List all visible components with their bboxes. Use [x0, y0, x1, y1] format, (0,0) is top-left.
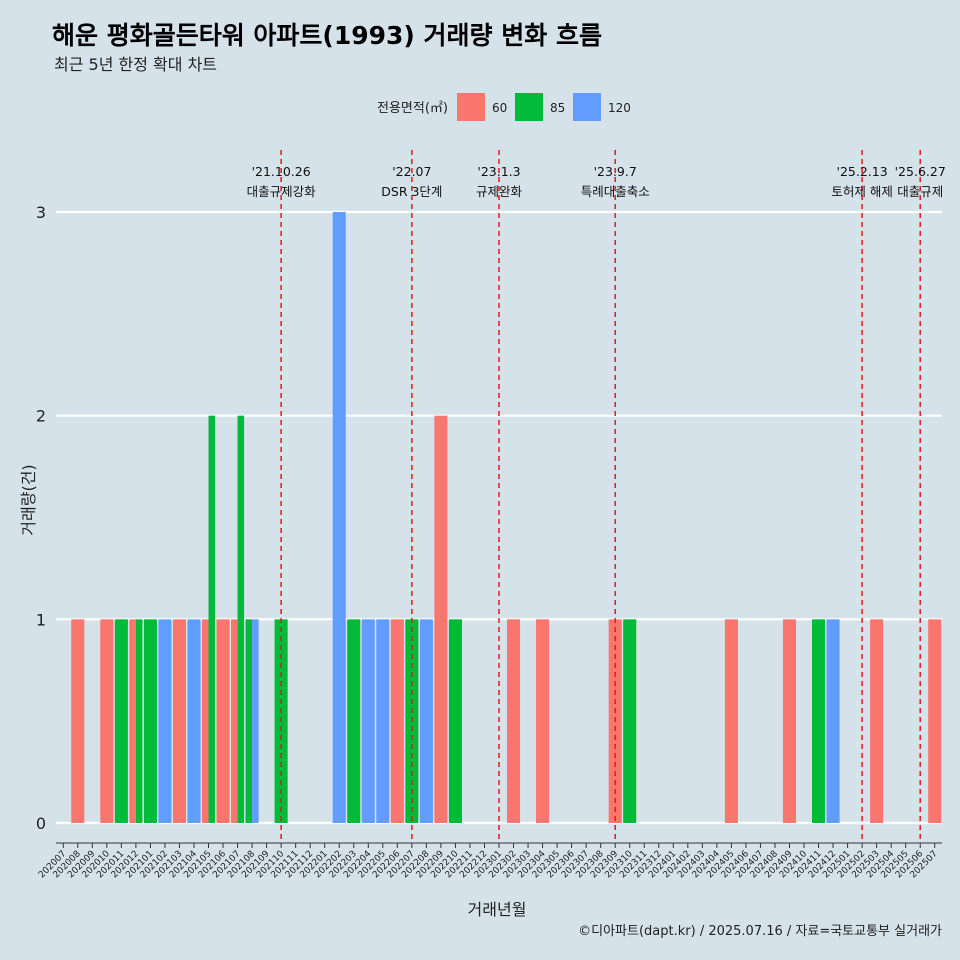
legend-key-85: [515, 93, 543, 121]
event-date: '25.2.13: [837, 164, 888, 179]
bar-202104-120: [187, 619, 201, 823]
bar-202202-120: [332, 212, 346, 823]
bar-202103-60: [172, 619, 186, 823]
bars: [71, 212, 942, 823]
bar-202310-85: [623, 619, 637, 823]
caption: ©디아파트(dapt.kr) / 2025.07.16 / 자료=국토교통부 실…: [578, 924, 942, 939]
legend-label-60: 60: [492, 101, 507, 115]
event-label: 토허제 해제: [831, 184, 892, 199]
event-lines: '21.10.26 대출규제강화 '22.07 DSR 3단계 '23.1.3 규제완화 '…: [247, 150, 946, 842]
legend-label-85: 85: [550, 101, 565, 115]
bar-202409-60: [782, 619, 797, 823]
bar-202107-60: [231, 619, 238, 823]
legend-label-120: 120: [608, 101, 631, 115]
event-label: 특례대출축소: [581, 184, 650, 199]
legend-key-120: [573, 93, 601, 121]
chart-subtitle: 최근 5년 한정 확대 차트: [54, 55, 217, 74]
event-label: DSR 3단계: [381, 184, 442, 199]
x-axis: 2020072020082020092020102020112020122021…: [37, 842, 942, 880]
y-tick-label-0: 0: [36, 814, 46, 833]
bar-202101-85: [143, 619, 157, 823]
bar-202210-85: [448, 619, 462, 823]
bar-202011-85: [114, 619, 128, 823]
legend-key-60: [457, 93, 485, 121]
bar-202204-120: [361, 619, 375, 823]
legend-title: 전용면적(㎡): [377, 101, 448, 116]
bar-202106-60: [216, 619, 230, 823]
event-date: '25.6.27: [895, 164, 946, 179]
bar-202107-85: [237, 415, 245, 823]
legend: 전용면적(㎡) 60 85 120: [377, 93, 631, 121]
bar-202012-60: [129, 619, 136, 823]
y-tick-label-2: 2: [36, 407, 46, 426]
bar-202105-60: [201, 619, 209, 823]
event-date: '23.9.7: [594, 164, 637, 179]
bar-202208-120: [419, 619, 433, 823]
bar-202503-60: [870, 619, 884, 823]
bar-202203-85: [347, 619, 361, 823]
bar-202209-60: [434, 415, 448, 823]
y-tick-label-3: 3: [36, 203, 46, 222]
bar-202012-85: [135, 619, 143, 823]
bar-202205-120: [376, 619, 390, 823]
bar-202302-60: [506, 619, 521, 823]
bar-202108-85: [245, 619, 253, 823]
bar-202411-85: [812, 619, 826, 823]
x-axis-title: 거래년월: [468, 900, 527, 919]
bar-202102-120: [158, 619, 172, 823]
event-label: 규제완화: [476, 184, 523, 199]
event-date: '21.10.26: [252, 164, 311, 179]
bar-202206-60: [390, 619, 404, 823]
bar-202105-85: [208, 415, 216, 823]
event-label: 대출규제강화: [247, 184, 317, 199]
bar-202507-60: [928, 619, 942, 823]
bar-202108-120: [252, 619, 259, 823]
y-axis-ticks: 0 1 2 3: [36, 203, 46, 833]
event-date: '23.1.3: [477, 164, 520, 179]
bar-202405-60: [724, 619, 738, 823]
event-label: 대출규제: [897, 184, 943, 199]
event-date: '22.07: [392, 164, 431, 179]
chart-title: 해운 평화골든타워 아파트(1993) 거래량 변화 흐름: [52, 21, 602, 50]
y-tick-label-1: 1: [36, 610, 46, 629]
bar-202010-60: [100, 619, 114, 823]
bar-202304-60: [536, 619, 550, 823]
bar-202008-60: [71, 619, 85, 823]
y-axis-title: 거래량(건): [19, 464, 38, 535]
bar-202412-120: [826, 619, 840, 823]
